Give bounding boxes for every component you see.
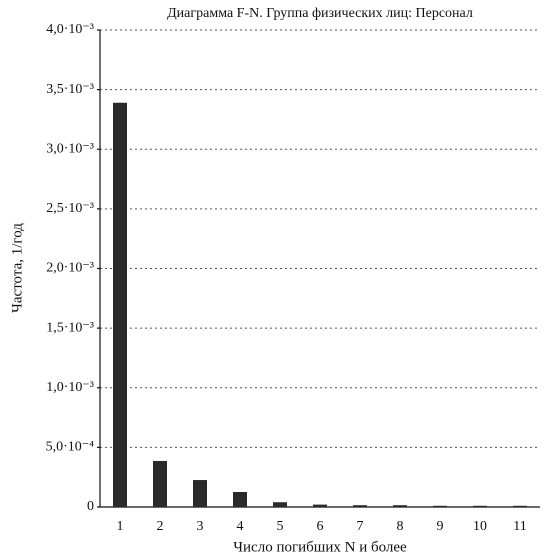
chart-title: Диаграмма F-N. Группа физических лиц: Пе… bbox=[167, 6, 473, 21]
bar bbox=[233, 491, 247, 507]
y-tick-label: 0 bbox=[87, 499, 94, 514]
bar bbox=[513, 505, 527, 507]
x-tick-label: 3 bbox=[197, 519, 204, 534]
bar bbox=[353, 505, 367, 507]
y-tick-label: 5,0·10⁻⁴ bbox=[46, 440, 95, 455]
x-tick-label: 8 bbox=[397, 519, 404, 534]
x-axis-label: Число погибших N и более bbox=[233, 539, 407, 555]
x-tick-label: 5 bbox=[277, 519, 284, 534]
x-tick-label: 10 bbox=[473, 519, 487, 534]
bar bbox=[313, 504, 327, 507]
bar bbox=[473, 505, 487, 507]
x-tick-label: 4 bbox=[237, 519, 244, 534]
y-axis-label: Частота, 1/год bbox=[9, 223, 25, 313]
bar bbox=[393, 505, 407, 507]
bar bbox=[113, 102, 127, 508]
y-tick-label: 2,5·10⁻³ bbox=[46, 201, 94, 216]
x-tick-label: 11 bbox=[513, 519, 526, 534]
y-tick-label: 4,0·10⁻³ bbox=[46, 22, 94, 37]
y-tick-label: 1,0·10⁻³ bbox=[46, 380, 94, 395]
x-tick-label: 9 bbox=[437, 519, 444, 534]
x-tick-label: 2 bbox=[157, 519, 164, 534]
x-tick-label: 1 bbox=[117, 519, 124, 534]
x-tick-label: 7 bbox=[357, 519, 364, 534]
y-tick-label: 3,0·10⁻³ bbox=[46, 141, 94, 156]
bar bbox=[273, 502, 287, 507]
y-tick-label: 1,5·10⁻³ bbox=[46, 320, 94, 335]
y-tick-label: 3,5·10⁻³ bbox=[46, 82, 94, 97]
bar bbox=[433, 505, 447, 507]
bar bbox=[153, 460, 167, 507]
bar bbox=[193, 480, 207, 507]
y-tick-label: 2,0·10⁻³ bbox=[46, 261, 94, 276]
x-tick-label: 6 bbox=[317, 519, 324, 534]
